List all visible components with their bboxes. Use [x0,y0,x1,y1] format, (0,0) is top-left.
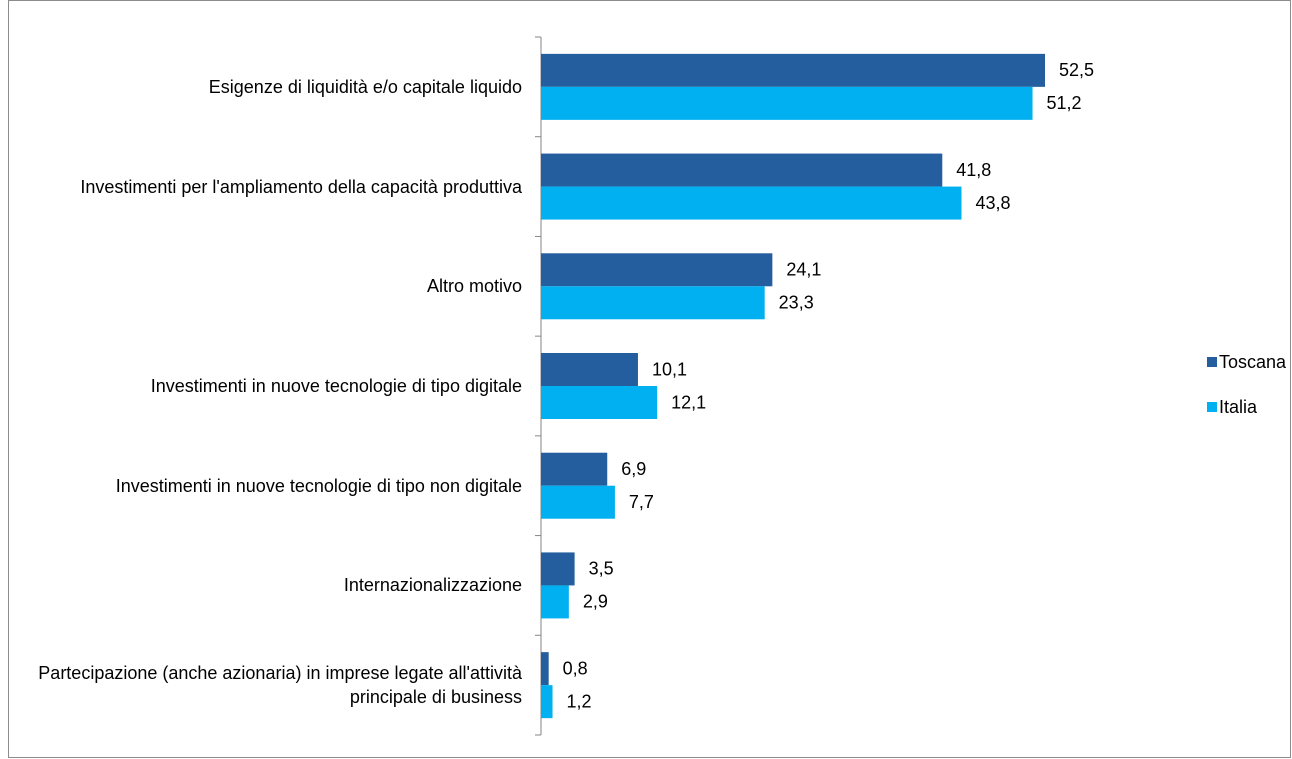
value-label: 2,9 [583,592,608,612]
bar [541,353,638,386]
bar [541,286,765,320]
value-label: 12,1 [671,392,706,412]
value-label: 51,2 [1047,93,1082,113]
bar [541,585,569,619]
value-label: 1,2 [567,691,592,711]
value-label: 3,5 [589,559,614,579]
category-label: Internazionalizzazione [343,575,522,596]
category-label: Investimenti in nuove tecnologie di tipo… [115,475,522,496]
category-label: Investimenti in nuove tecnologie di tipo… [150,375,522,396]
bar [541,452,608,486]
value-label: 41,8 [956,160,991,180]
bar [541,685,553,719]
legend-swatch [1207,357,1217,367]
frame [8,0,1291,758]
category-label: Partecipazione (anche azionaria) in impr… [38,663,522,708]
value-label: 7,7 [629,492,654,512]
bar [541,53,1045,87]
bar [541,485,615,519]
value-label: 6,9 [621,459,646,479]
bar [541,186,962,220]
value-label: 24,1 [786,260,821,280]
category-label: Altro motivo [426,276,522,297]
bar [541,86,1033,120]
category-label: Investimenti per l'ampliamento della cap… [80,176,522,197]
bar [541,652,549,686]
value-label: 10,1 [652,359,687,379]
value-label: 52,5 [1059,60,1094,80]
value-label: 23,3 [779,293,814,313]
value-label: 0,8 [563,658,588,678]
bar [541,386,658,419]
bar [541,552,575,586]
legend-swatch [1207,402,1217,412]
value-label: 43,8 [975,193,1010,213]
bar [541,253,773,287]
category-label: Esigenze di liquidità e/o capitale liqui… [208,76,522,97]
legend-label: Italia [1219,397,1258,417]
bar [541,153,943,187]
legend-label: Toscana [1219,352,1287,372]
